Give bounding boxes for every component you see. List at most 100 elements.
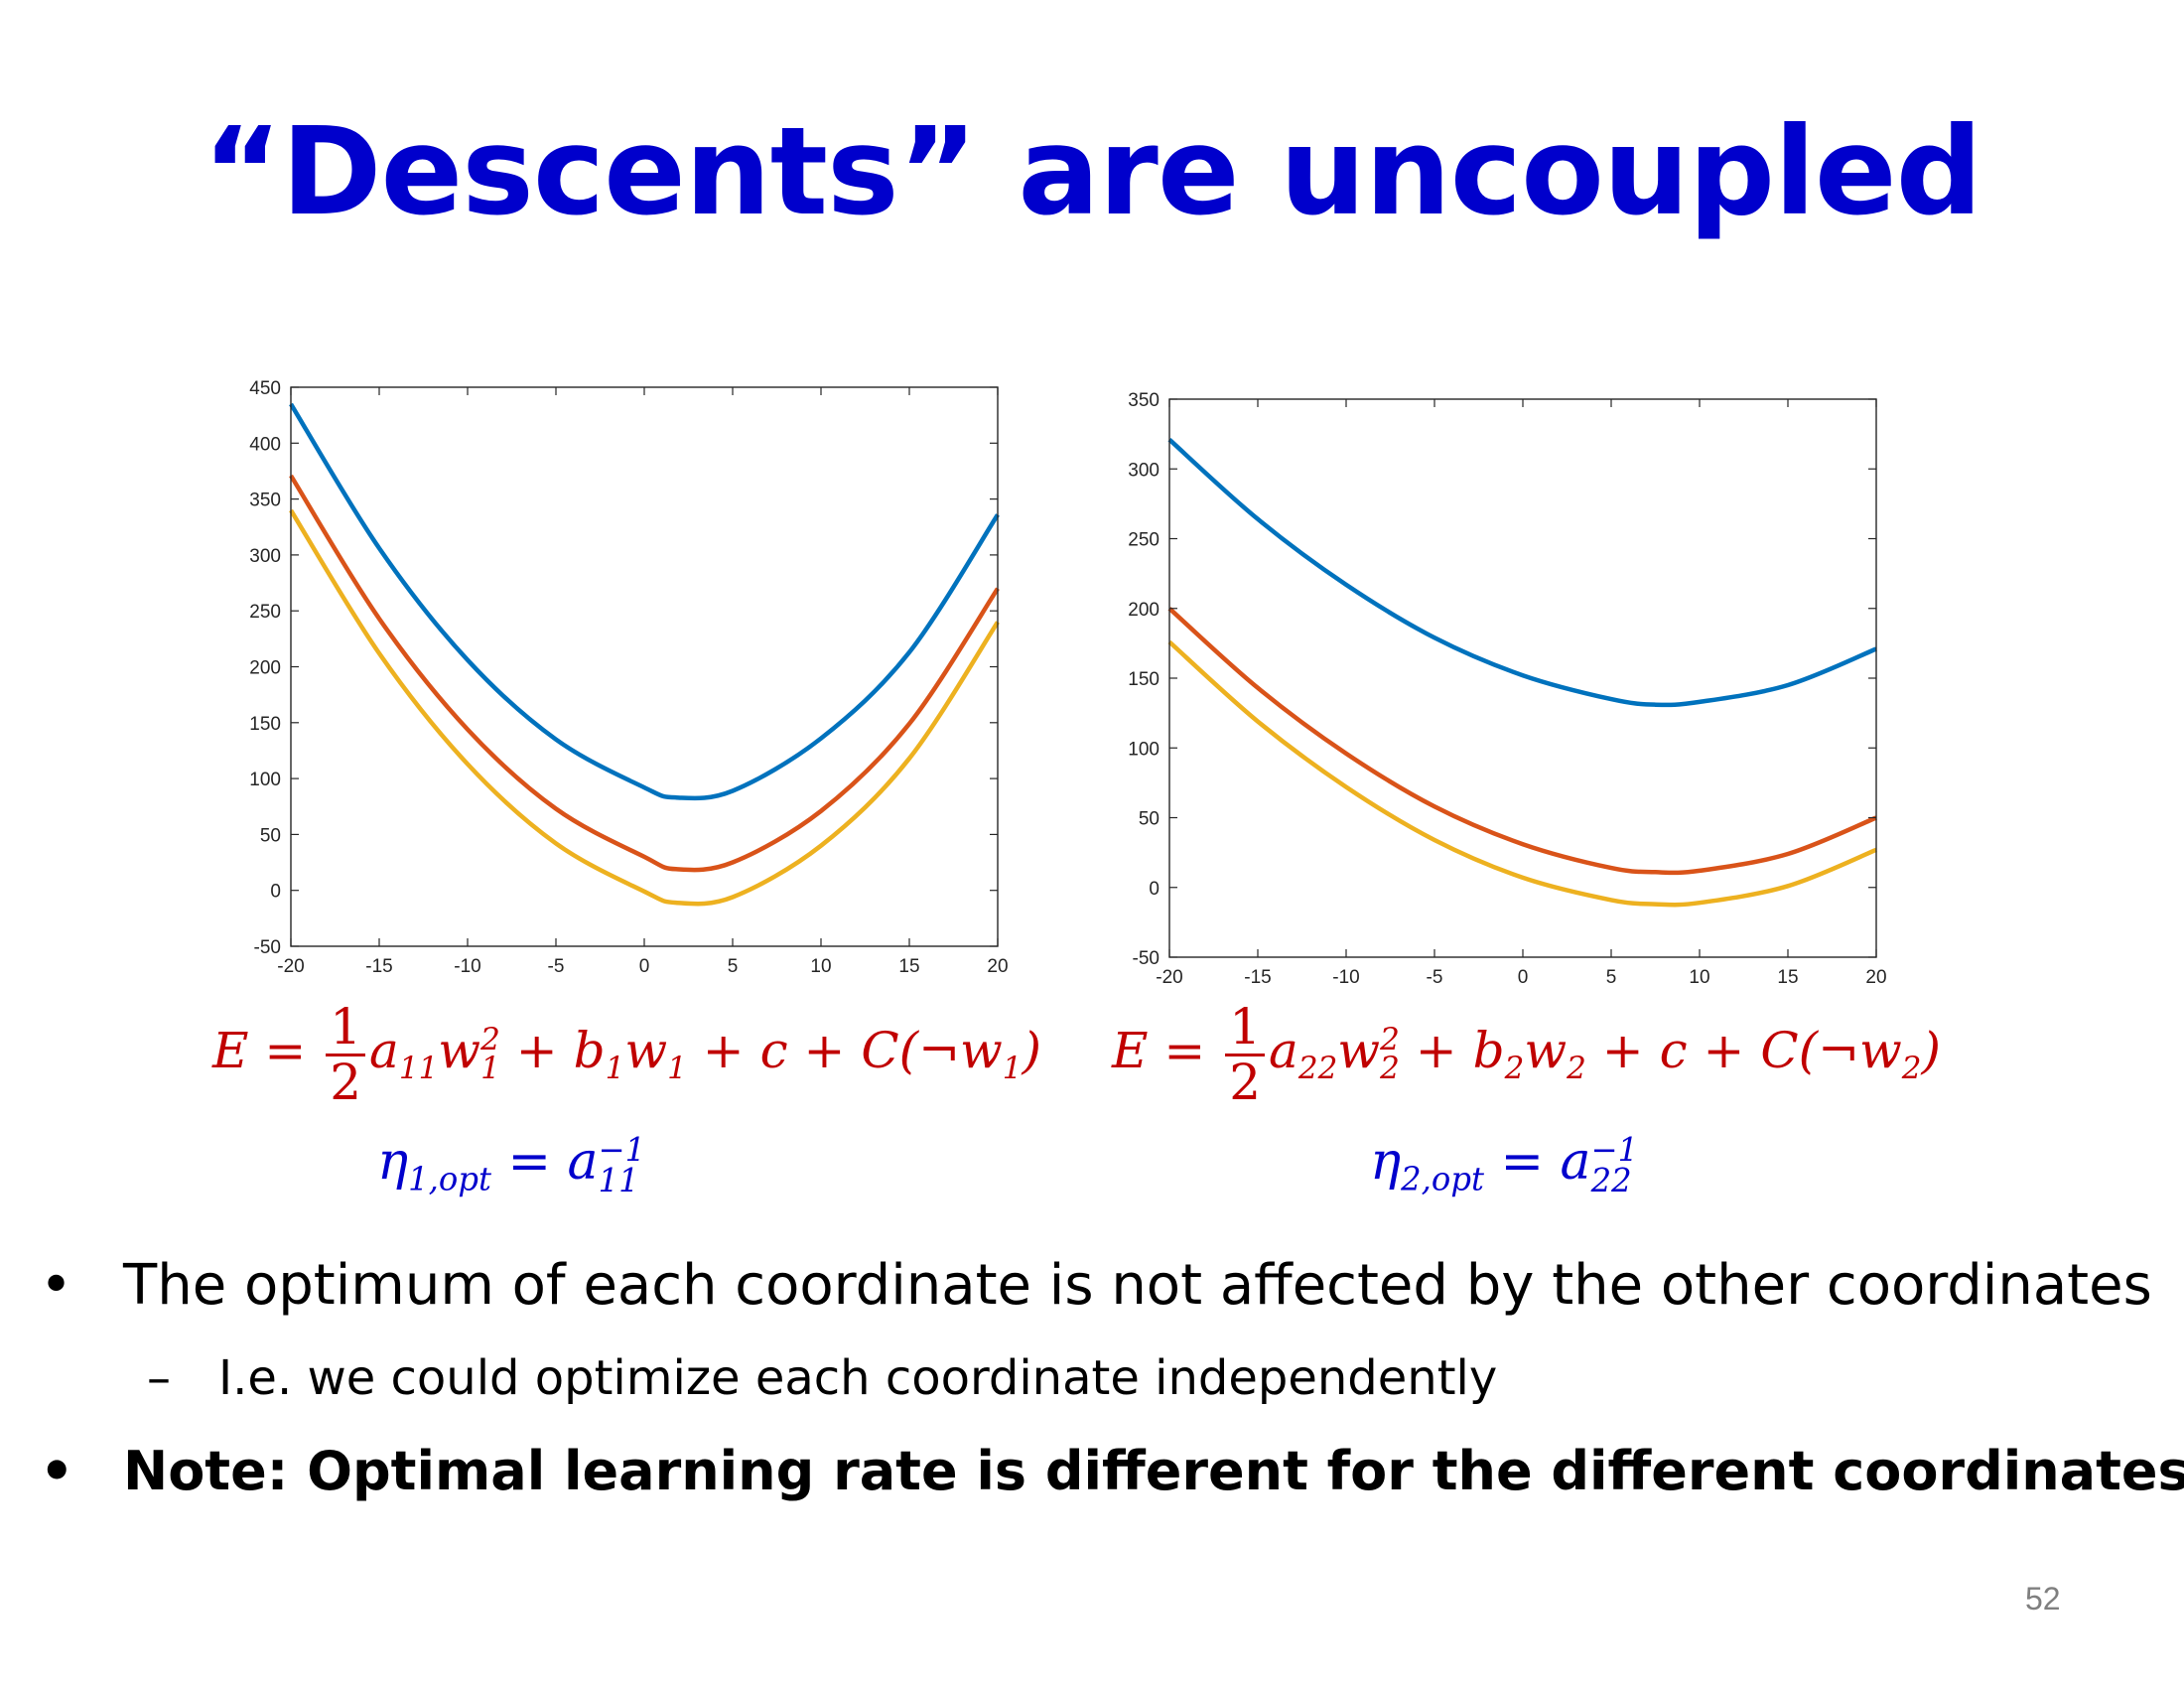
y-tick-label: 350 — [249, 491, 281, 511]
x-tick-label: 20 — [1865, 967, 1886, 988]
y-tick-label: -50 — [254, 937, 281, 958]
eq-sub: 1 — [667, 1051, 687, 1086]
eq-var: a — [567, 1132, 599, 1192]
y-tick-label: 100 — [1128, 739, 1160, 760]
x-tick-label: 15 — [898, 956, 919, 977]
x-tick-label: 5 — [1606, 967, 1617, 988]
eq-sup: 2 — [480, 1021, 500, 1057]
x-tick-label: -10 — [454, 956, 480, 977]
y-tick-label: 50 — [1139, 809, 1160, 830]
eq-var: C — [861, 1022, 899, 1079]
y-tick-label: 150 — [1128, 669, 1160, 690]
bullet-mark: – — [147, 1350, 171, 1406]
eq-sub: 11 — [598, 1161, 639, 1199]
eq-var: c — [759, 1022, 788, 1079]
eq-operator: = — [507, 1132, 552, 1192]
y-tick-label: 250 — [1128, 530, 1160, 551]
eq-operator: + — [515, 1022, 558, 1079]
page-number: 52 — [2025, 1581, 2061, 1617]
eq-var: (¬w — [898, 1022, 1003, 1079]
eq-operator: + — [1415, 1022, 1457, 1079]
eq-symbol: E — [1112, 1022, 1149, 1079]
eq-sub: 11 — [398, 1051, 439, 1086]
left-chart: -20 -15 -10 -5 0 5 10 15 20-50050100150200250300… — [249, 378, 1008, 977]
eq-sub: 2 — [1504, 1051, 1525, 1086]
eq-sub: 22 — [1297, 1051, 1338, 1086]
eq-var: a — [369, 1022, 399, 1079]
y-tick-label: 200 — [249, 658, 281, 679]
slide-title: “Descents” are uncoupled — [203, 101, 1982, 242]
eq-sub: 2 — [1380, 1051, 1400, 1086]
x-tick-label: 15 — [1777, 967, 1798, 988]
eq-var: b — [573, 1022, 606, 1079]
eq-operator: = — [264, 1022, 307, 1079]
eq-sub: 2,opt — [1401, 1160, 1484, 1198]
frac-num: 1 — [326, 1001, 366, 1056]
x-tick-label: -5 — [1427, 967, 1443, 988]
bullet-text: I.e. we could optimize each coordinate i… — [218, 1350, 1498, 1406]
bullet-text: The optimum of each coordinate is not af… — [123, 1253, 2152, 1318]
x-tick-label: 0 — [639, 956, 650, 977]
eq-var: ) — [1921, 1022, 1942, 1079]
y-tick-label: 100 — [249, 770, 281, 790]
eq-var: C — [1760, 1022, 1799, 1079]
series-line-2 — [289, 508, 1000, 907]
y-tick-label: 0 — [1149, 879, 1160, 900]
eq-sub: 1 — [480, 1051, 500, 1086]
eq-operator: = — [1500, 1132, 1545, 1192]
eq-sub: 1 — [1002, 1051, 1023, 1086]
eq-supsub: −1 22 — [1590, 1130, 1639, 1196]
eq-var: η — [1370, 1132, 1402, 1192]
x-tick-label: 0 — [1518, 967, 1529, 988]
bullet-mark: • — [40, 1440, 74, 1502]
eq-var: w — [1524, 1022, 1568, 1079]
eq-sub: 2 — [1567, 1051, 1586, 1086]
x-tick-label: 5 — [728, 956, 739, 977]
x-tick-label: -5 — [548, 956, 565, 977]
eq-sup: −1 — [1590, 1130, 1639, 1169]
series-line-0 — [1167, 438, 1877, 708]
eq-var: w — [624, 1022, 668, 1079]
eq-operator: + — [1601, 1022, 1644, 1079]
series-line-0 — [289, 402, 1000, 801]
eq-var: c — [1659, 1022, 1688, 1079]
eq-var: η — [377, 1132, 409, 1192]
eq-sup: −1 — [598, 1130, 646, 1169]
x-tick-label: 20 — [987, 956, 1008, 977]
eq-var: a — [1560, 1132, 1591, 1192]
y-tick-label: 250 — [249, 602, 281, 623]
eq-symbol: E — [212, 1022, 249, 1079]
x-tick-label: -20 — [1156, 967, 1182, 988]
frac-den: 2 — [1229, 1053, 1262, 1111]
y-tick-label: 50 — [260, 825, 281, 846]
y-tick-label: 400 — [249, 434, 281, 455]
y-tick-label: 0 — [270, 882, 281, 903]
left-energy-equation: E = 1 2 a11w 2 1 + b1w1 + c + C(¬w1) — [212, 1001, 1041, 1108]
eq-operator: = — [1163, 1022, 1206, 1079]
eq-var: w — [438, 1022, 481, 1079]
x-tick-label: -15 — [1244, 967, 1271, 988]
left-learning-rate-equation: η1,opt = a −1 11 — [377, 1132, 645, 1197]
eq-var: a — [1269, 1022, 1298, 1079]
y-tick-label: 350 — [1128, 390, 1160, 411]
x-tick-label: 10 — [810, 956, 831, 977]
plot-frame — [290, 386, 999, 947]
series-line-1 — [289, 474, 1000, 873]
x-tick-label: -15 — [365, 956, 392, 977]
eq-operator: + — [803, 1022, 846, 1079]
series-line-2 — [1167, 639, 1877, 908]
eq-var: b — [1472, 1022, 1505, 1079]
y-tick-label: 450 — [249, 378, 281, 399]
frac-num: 1 — [1225, 1001, 1266, 1056]
y-tick-label: 300 — [1128, 460, 1160, 481]
eq-var: (¬w — [1798, 1022, 1902, 1079]
x-tick-label: -20 — [277, 956, 304, 977]
eq-var: w — [1337, 1022, 1381, 1079]
eq-sub: 1 — [605, 1051, 625, 1086]
eq-sub: 1,opt — [408, 1160, 491, 1198]
